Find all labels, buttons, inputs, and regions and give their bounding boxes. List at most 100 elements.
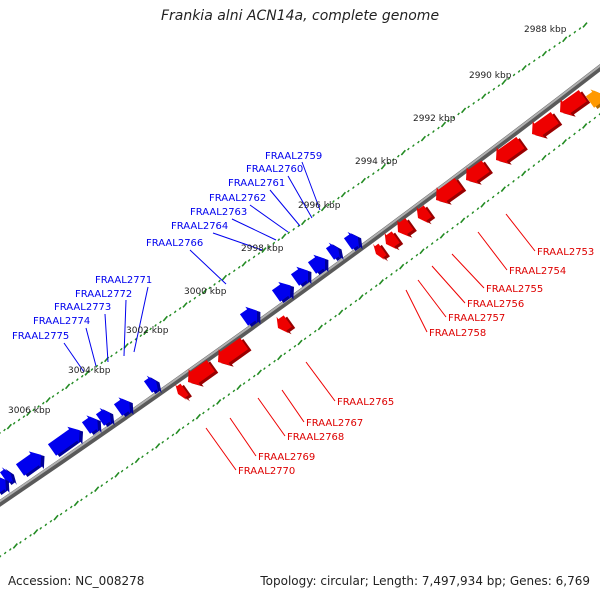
forward-gene-9: [81, 415, 99, 434]
inner-tick: [486, 199, 490, 203]
inner-tick: [151, 448, 154, 451]
outer-tick: [64, 383, 71, 390]
gene-label-fraal2760: FRAAL2760: [246, 164, 303, 175]
forward-gene-2: [307, 254, 326, 274]
inner-tick: [53, 514, 59, 521]
inner-tick: [527, 168, 531, 171]
inner-tick: [94, 486, 100, 493]
outer-tick: [3, 428, 6, 432]
outer-tick: [110, 354, 113, 358]
inner-tick: [216, 399, 222, 405]
inner-tick: [19, 541, 22, 544]
inner-tick: [207, 407, 210, 411]
inner-tick: [364, 291, 368, 295]
inner-tick: [593, 116, 597, 120]
outer-tick: [327, 203, 330, 207]
outer-tick: [22, 415, 26, 419]
gene-label-fraal2761: FRAAL2761: [228, 178, 285, 189]
inner-tick: [166, 437, 170, 440]
outer-tick: [548, 48, 551, 52]
outer-tick: [232, 269, 236, 273]
inner-tick: [293, 344, 297, 348]
outer-tick: [188, 300, 192, 303]
outer-tick: [501, 79, 507, 85]
inner-tick: [29, 533, 32, 537]
inner-tick: [288, 348, 292, 352]
outer-tick: [277, 238, 281, 242]
inner-tick: [512, 179, 515, 183]
outer-tick: [100, 361, 104, 365]
inner-tick: [236, 384, 242, 391]
inner-tick: [313, 329, 317, 333]
gene-label-fraal2768: FRAAL2768: [287, 432, 344, 443]
inner-tick: [69, 505, 73, 509]
inner-tick: [324, 322, 327, 326]
outer-tick: [115, 351, 118, 355]
gene-label-fraal2771: FRAAL2771: [95, 275, 152, 286]
outer-tick: [512, 73, 516, 77]
inner-tick: [557, 144, 561, 148]
outer-tick: [173, 310, 177, 314]
outer-tick: [292, 227, 296, 231]
reverse-leader-3: [431, 265, 466, 304]
inner-tick: [39, 526, 43, 530]
inner-tick: [344, 307, 348, 310]
gene-label-fraal2753: FRAAL2753: [537, 247, 594, 258]
outer-tick: [562, 36, 568, 43]
inner-tick: [390, 272, 393, 276]
reverse-gene-8: [373, 243, 387, 261]
inner-tick: [212, 404, 215, 408]
accession-text: Accession: NC_008278: [8, 574, 145, 588]
outer-tick: [202, 288, 208, 295]
inner-tick: [439, 232, 445, 239]
scale-label-3000: 3000 kbp: [184, 287, 227, 297]
inner-tick: [354, 299, 358, 303]
forward-gene-10: [47, 426, 80, 456]
inner-tick: [171, 433, 175, 437]
outer-tick: [80, 374, 84, 378]
inner-tick: [358, 294, 364, 301]
forward-gene-7: [113, 397, 131, 416]
outer-tick: [417, 140, 420, 144]
inner-tick: [64, 509, 68, 512]
outer-tick: [317, 210, 320, 214]
outer-tick: [352, 186, 355, 190]
outer-tick: [71, 381, 74, 385]
reverse-leader-9: [229, 417, 257, 457]
inner-tick: [247, 378, 251, 382]
scale-label-3006: 3006 kbp: [8, 406, 51, 416]
inner-tick: [338, 309, 344, 316]
inner-tick: [460, 217, 466, 224]
inner-tick: [114, 471, 120, 478]
outer-tick: [95, 364, 99, 368]
inner-tick: [541, 154, 547, 161]
outer-tick: [320, 205, 327, 212]
outer-tick: [261, 247, 267, 253]
outer-tick: [347, 189, 350, 193]
scale-label-2996: 2996 kbp: [298, 201, 341, 211]
inner-tick: [419, 248, 425, 255]
outer-tick: [553, 45, 556, 48]
outer-tick: [457, 112, 460, 116]
inner-tick: [517, 175, 520, 179]
inner-tick: [303, 337, 307, 341]
outer-tick: [537, 55, 541, 59]
gene-label-fraal2759: FRAAL2759: [265, 151, 322, 162]
scale-label-2990: 2990 kbp: [469, 71, 512, 81]
outer-tick: [41, 401, 45, 405]
outer-tick: [257, 252, 261, 255]
inner-tick: [256, 369, 262, 376]
gene-label-fraal2763: FRAAL2763: [190, 207, 247, 218]
outer-tick: [12, 421, 16, 425]
gene-label-fraal2755: FRAAL2755: [486, 284, 543, 295]
outer-tick: [467, 105, 470, 109]
inner-tick: [374, 284, 378, 288]
outer-tick: [452, 116, 455, 119]
outer-tick: [492, 87, 496, 91]
outer-tick: [75, 378, 79, 382]
outer-tick: [573, 30, 577, 34]
forward-gene-4: [271, 282, 291, 302]
inner-tick: [242, 382, 246, 385]
inner-tick: [125, 466, 129, 469]
inner-tick: [547, 152, 551, 156]
